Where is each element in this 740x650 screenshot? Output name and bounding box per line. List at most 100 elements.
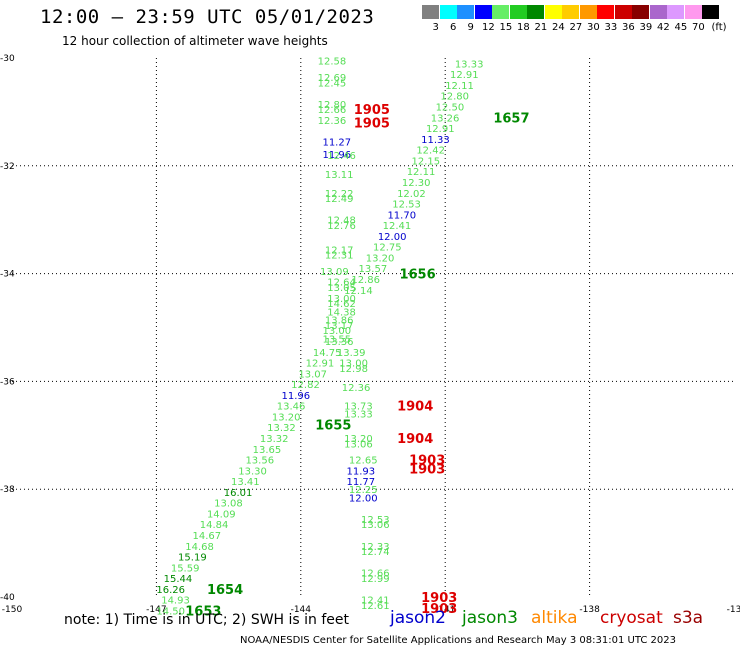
wave-height-value: 13.00 (327, 294, 356, 305)
wave-height-value: 12.65 (349, 456, 378, 467)
legend-swatch (667, 5, 684, 19)
wave-height-value: 12.82 (291, 380, 320, 391)
wave-height-value: 12.31 (325, 251, 354, 262)
wave-height-value: 12.53 (361, 515, 390, 526)
wave-height-value: 13.55 (322, 334, 351, 345)
wave-height-value: 13.26 (431, 113, 460, 124)
wave-height-value: 13.20 (272, 412, 301, 423)
legend-swatch (439, 5, 457, 19)
wave-height-value: 13.07 (298, 369, 327, 380)
wave-height-value: 13.33 (455, 59, 484, 70)
data-points: 12.5812.6912.4512.8012.6612.3611.2711.96… (156, 57, 483, 618)
wave-height-value: 13.32 (260, 434, 289, 445)
wave-height-value: 12.00 (349, 493, 378, 504)
x-tick-label: -13 (727, 605, 740, 615)
legend-level-label: 70 (692, 22, 705, 33)
units-note: note: 1) Time is in UTC; 2) SWH is in fe… (64, 612, 350, 628)
legend-swatch (649, 5, 667, 19)
pass-time-label: 1903 (409, 454, 445, 469)
legend-level-label: 24 (552, 22, 565, 33)
footer-credit: NOAA/NESDIS Center for Satellite Applica… (240, 635, 676, 646)
wave-height-value: 12.76 (327, 221, 356, 232)
wave-height-value: 12.74 (361, 547, 390, 558)
wave-height-value: 12.75 (373, 243, 402, 254)
wave-height-value: 12.80 (440, 92, 469, 103)
wave-height-value: 13.73 (344, 402, 373, 413)
wave-height-value: 12.66 (361, 569, 390, 580)
wave-height-value: 13.11 (325, 170, 354, 181)
wave-height-value: 13.46 (277, 402, 306, 413)
legend-level-label: 3 (432, 22, 439, 33)
wave-height-value: 16.01 (224, 488, 253, 499)
wave-height-value: 12.99 (361, 574, 390, 585)
page-subtitle: 12 hour collection of altimeter wave hei… (62, 34, 328, 48)
legend-level-label: 9 (467, 22, 474, 33)
wave-height-value: 12.11 (445, 81, 474, 92)
y-tick-label: -38 (0, 485, 15, 495)
wave-height-value: 12.91 (306, 359, 335, 370)
legend-swatch (527, 5, 544, 19)
wave-height-value: 13.41 (231, 477, 260, 488)
wave-height-value: 12.25 (349, 485, 378, 496)
legend-swatch (614, 5, 632, 19)
legend-swatch (544, 5, 562, 19)
wave-height-value: 15.59 (171, 563, 200, 574)
wave-height-value: 12.61 (361, 601, 390, 612)
wave-height-value: 11.96 (322, 150, 351, 161)
satellite-name-jason2: jason2 (390, 608, 446, 628)
wave-height-value: 12.64 (327, 278, 356, 289)
pass-time-label: 1656 (399, 268, 435, 283)
pass-time-label: 1905 (354, 103, 390, 118)
wave-height-value: 11.93 (347, 466, 376, 477)
axis-tick-labels: -150 -147 -144 -141 -138 -13 -30 -32 -34 -36 -38 -4… (0, 54, 740, 615)
wave-height-value: 12.46 (327, 151, 356, 162)
legend-swatch (474, 5, 492, 19)
legend-level-label: 39 (639, 22, 653, 33)
wave-height-value: 12.98 (339, 364, 368, 375)
wave-height-value: 12.14 (344, 286, 373, 297)
legend-level-label: 15 (499, 22, 513, 33)
wave-height-value: 16.26 (156, 585, 185, 596)
wave-height-value: 12.30 (402, 178, 431, 189)
wave-height-value: 14.84 (200, 520, 229, 531)
y-tick-label: -30 (0, 54, 15, 64)
y-tick-label: -32 (0, 162, 15, 172)
wave-height-value: 13.06 (344, 439, 373, 450)
x-tick-label: -147 (146, 605, 166, 615)
wave-height-value: 13.36 (325, 337, 354, 348)
wave-height-value: 12.69 (318, 73, 347, 84)
x-tick-label: -144 (291, 605, 312, 615)
wave-height-value: 13.33 (344, 410, 373, 421)
wave-height-value: 12.00 (378, 232, 407, 243)
wave-height-value: 13.08 (214, 499, 243, 510)
wave-height-value: 13.30 (238, 466, 267, 477)
y-tick-label: -40 (0, 593, 15, 603)
wave-height-value: 12.41 (361, 596, 390, 607)
wave-height-value: 13.56 (245, 456, 274, 467)
legend-swatch (702, 5, 719, 19)
wave-height-value: 14.75 (313, 348, 342, 359)
wave-height-value: 11.77 (347, 477, 376, 488)
legend-swatch (562, 5, 579, 19)
legend-unit: (ft) (711, 22, 727, 33)
legend-level-label: 36 (622, 22, 635, 33)
satellite-name-jason3: jason3 (462, 608, 518, 628)
wave-height-value: 14.38 (327, 307, 356, 318)
wave-height-value: 14.93 (161, 596, 190, 607)
wave-height-value: 11.96 (282, 391, 311, 402)
wave-height-value: 12.36 (318, 116, 347, 127)
legend-level-label: 42 (657, 22, 670, 33)
wave-height-value: 12.86 (351, 275, 380, 286)
legend-swatch (579, 5, 597, 19)
wave-height-value: 12.49 (325, 194, 354, 205)
legend-swatch (632, 5, 649, 19)
wave-height-value: 13.05 (327, 283, 356, 294)
wave-height-value: 15.44 (164, 574, 193, 585)
x-tick-label: -150 (2, 605, 23, 615)
wave-height-value: 15.19 (178, 553, 207, 564)
wave-height-value: 12.50 (436, 103, 465, 114)
wave-height-value: 12.91 (426, 124, 455, 135)
wave-height-value: 13.00 (322, 326, 351, 337)
wave-height-value: 12.80 (318, 100, 347, 111)
